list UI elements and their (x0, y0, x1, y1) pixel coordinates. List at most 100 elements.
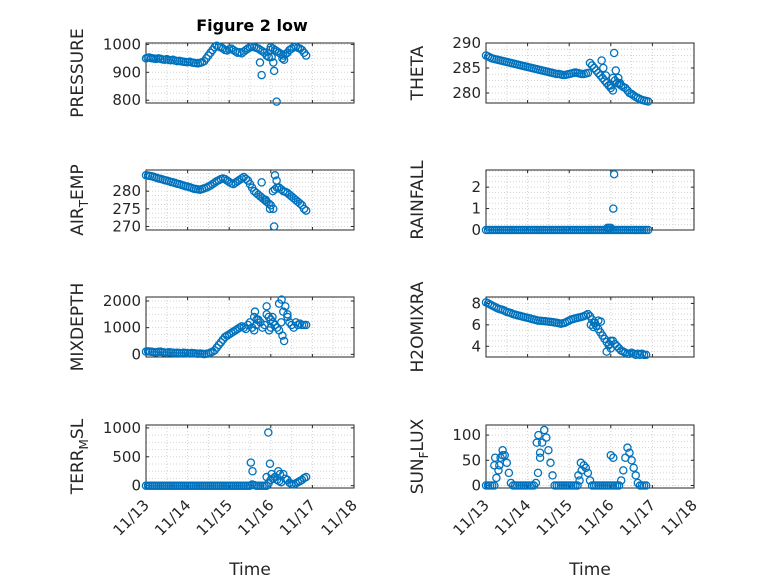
data-point (548, 471, 557, 480)
data-point (270, 171, 280, 180)
data-point (600, 76, 609, 85)
axes-3: 0 1 2 RAINFALL (408, 160, 695, 240)
y-tick-label: 100 (452, 426, 481, 444)
data-point (267, 52, 276, 62)
data-point (583, 468, 593, 478)
data-point (287, 44, 296, 53)
data-point (289, 323, 298, 332)
data-point (591, 66, 601, 75)
y-tick-label: 1 (471, 200, 481, 218)
data-point (623, 443, 632, 452)
data-point (233, 324, 242, 334)
data-point (243, 44, 253, 53)
y-tick-label: 275 (112, 200, 141, 218)
data-point (210, 346, 219, 355)
data-point (264, 312, 273, 322)
y-tick-label: 2 (471, 178, 481, 196)
axes-4: 0 1000 2000 MIXDEPTH (68, 283, 355, 372)
y-tick-label: 0 (471, 221, 481, 239)
data-point (589, 322, 598, 332)
data-point (542, 433, 551, 442)
data-point (301, 51, 311, 60)
data-point (606, 336, 616, 346)
data-point (299, 204, 309, 214)
data-point (210, 178, 219, 187)
data-point (266, 323, 276, 332)
y-tick-label: 285 (452, 59, 481, 77)
y-tick-label: 280 (452, 84, 481, 102)
data-point (255, 58, 265, 67)
data-point (641, 481, 651, 490)
data-point (269, 222, 279, 231)
data-point (279, 336, 289, 346)
x-tick-label: 11/15 (533, 496, 576, 539)
x-tick-label: 11/14 (151, 496, 194, 539)
data-point (606, 450, 616, 460)
data-point (546, 458, 555, 468)
data-point (272, 97, 281, 106)
data-point (283, 312, 292, 322)
data-point (235, 323, 244, 332)
y-tick-label: 500 (112, 448, 141, 466)
x-tick-label: 11/13 (110, 496, 153, 539)
x-tick-label: 11/16 (574, 496, 617, 539)
data-point (283, 310, 292, 319)
data-point (278, 331, 287, 340)
data-point (614, 481, 624, 490)
data-point (535, 453, 545, 463)
data-point (609, 453, 618, 463)
data-point (277, 295, 286, 304)
data-point (609, 48, 619, 58)
y-tick-label: 270 (112, 217, 141, 235)
data-point (498, 445, 507, 455)
data-point (269, 66, 279, 76)
data-point (581, 463, 591, 473)
data-point (279, 307, 288, 316)
x-tick-label: 11/17 (616, 496, 659, 539)
data-point (279, 55, 289, 64)
data-point (278, 54, 287, 63)
data-point (250, 307, 260, 316)
data-point (615, 78, 625, 88)
y-tick-label: 50 (462, 451, 481, 469)
data-point (492, 473, 501, 483)
data-point (574, 471, 583, 480)
data-point (586, 320, 596, 330)
y-tick-label: 1000 (103, 419, 141, 437)
data-point (606, 223, 616, 233)
data-point (502, 458, 512, 468)
data-point (212, 343, 221, 352)
x-tick-label: 11/17 (276, 496, 319, 539)
data-point (575, 476, 584, 485)
data-point (218, 44, 228, 53)
data-point (269, 58, 278, 67)
data-point (264, 428, 273, 437)
y-tick-label: 4 (471, 337, 481, 355)
data-point (301, 472, 311, 482)
data-point (614, 73, 623, 83)
axes-5: 4 6 8 H2OMIXRA (408, 281, 695, 373)
data-point (616, 476, 626, 485)
data-point (573, 481, 582, 490)
data-point (301, 206, 311, 215)
y-tick-label: 1000 (103, 35, 141, 53)
data-point (606, 83, 616, 93)
y-tick-label: 290 (452, 34, 481, 52)
x-axis-label: Time (568, 560, 611, 580)
data-point (608, 73, 618, 83)
y-tick-label: 800 (112, 91, 141, 109)
y-axis-label: MIXDEPTH (68, 283, 88, 372)
data-point (596, 71, 605, 80)
y-axis-label: AIRTEMP (68, 164, 91, 235)
data-point (224, 330, 234, 339)
data-point (241, 174, 251, 184)
data-point (257, 178, 266, 187)
data-point (243, 320, 253, 330)
data-point (269, 204, 278, 214)
y-tick-label: 1000 (103, 319, 141, 337)
data-point (262, 302, 271, 311)
data-point (229, 327, 238, 336)
data-point (534, 430, 543, 440)
data-point (227, 328, 236, 338)
